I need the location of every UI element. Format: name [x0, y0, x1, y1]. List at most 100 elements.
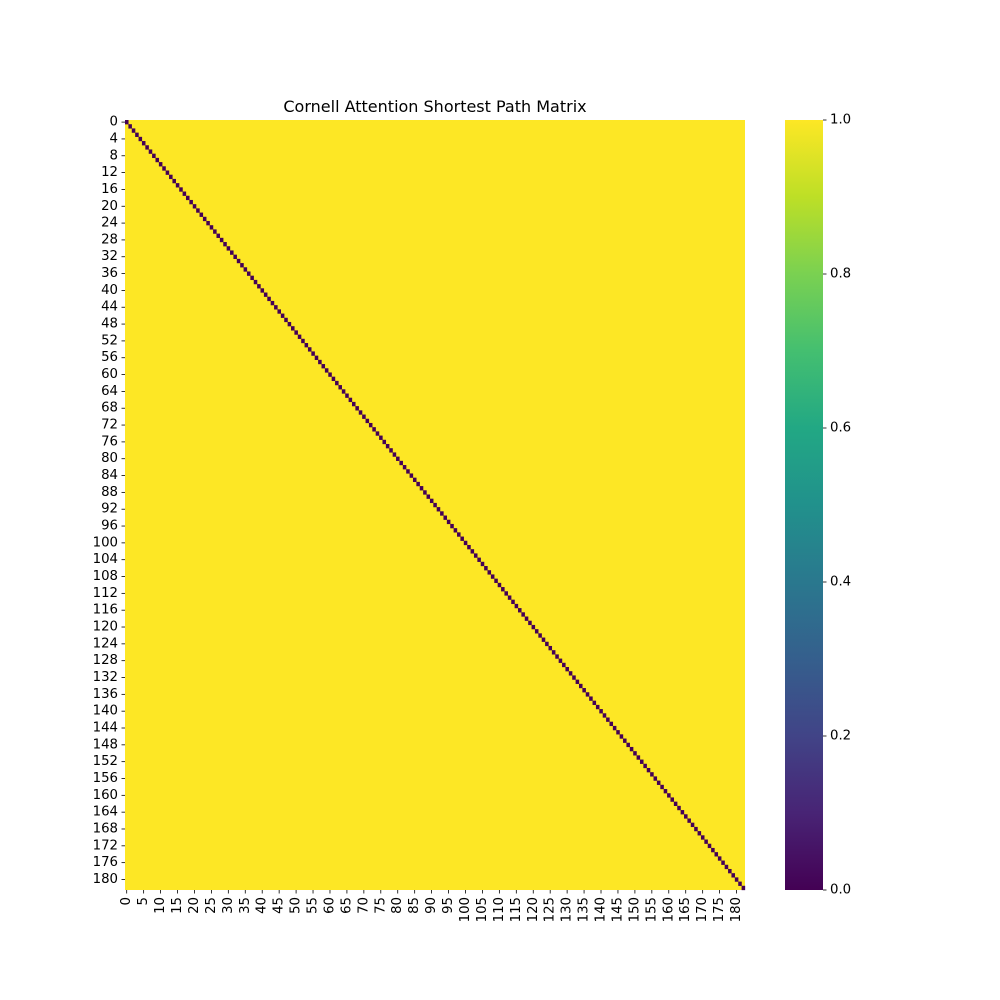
heatmap-cell-diagonal — [694, 827, 698, 831]
heatmap-cell-diagonal — [386, 444, 390, 448]
x-tick-label: 130 — [560, 897, 575, 922]
heatmap-cell-diagonal — [477, 558, 481, 562]
heatmap-cell-diagonal — [291, 326, 295, 330]
heatmap-cell-diagonal — [369, 423, 373, 427]
x-tick-label: 60 — [322, 897, 337, 914]
heatmap-cell-diagonal — [525, 617, 529, 621]
heatmap-cell-diagonal — [271, 301, 275, 305]
heatmap-cell-diagonal — [437, 507, 441, 511]
x-tick-label: 160 — [661, 897, 676, 922]
x-tick-label: 80 — [390, 897, 405, 914]
heatmap-cell-diagonal — [698, 831, 702, 835]
heatmap-cell-diagonal — [345, 393, 349, 397]
heatmap-cell-diagonal — [450, 524, 454, 528]
heatmap-cell-diagonal — [288, 322, 292, 326]
heatmap-cell-diagonal — [626, 743, 630, 747]
heatmap-cell-diagonal — [430, 499, 434, 503]
colorbar-tick-label: 0.4 — [830, 575, 851, 590]
heatmap-cell-diagonal — [447, 520, 451, 524]
chart-title: Cornell Attention Shortest Path Matrix — [283, 97, 586, 116]
heatmap-cell-diagonal — [518, 608, 522, 612]
heatmap-cell-diagonal — [179, 187, 183, 191]
heatmap-cell-diagonal — [491, 574, 495, 578]
heatmap-cell-diagonal — [535, 629, 539, 633]
heatmap-cell-diagonal — [420, 486, 424, 490]
y-tick-label: 156 — [93, 771, 118, 786]
y-tick-label: 112 — [93, 586, 118, 601]
heatmap-cell-diagonal — [166, 170, 170, 174]
heatmap-cell-diagonal — [172, 179, 176, 183]
heatmap-cell-diagonal — [654, 776, 658, 780]
colorbar-tick-label: 0.2 — [830, 729, 851, 744]
x-tick-label: 35 — [238, 897, 253, 914]
x-tick-label: 20 — [187, 897, 202, 914]
heatmap-cell-diagonal — [620, 734, 624, 738]
heatmap-cell-diagonal — [643, 764, 647, 768]
heatmap-cell-diagonal — [433, 503, 437, 507]
heatmap-cell-diagonal — [721, 861, 725, 865]
x-tick-label: 125 — [543, 897, 558, 922]
heatmap-cell-diagonal — [704, 840, 708, 844]
heatmap-cell-diagonal — [308, 347, 312, 351]
heatmap-cell-diagonal — [593, 701, 597, 705]
heatmap-cell-diagonal — [735, 877, 739, 881]
heatmap-cell-diagonal — [630, 747, 634, 751]
x-tick-label: 145 — [610, 897, 625, 922]
heatmap-cell-diagonal — [196, 208, 200, 212]
heatmap-cell-diagonal — [508, 595, 512, 599]
x-axis: 0 5 10 15 20 25 30 35 40 45 50 55 60 65 70 75 80 85 90 95 10… — [119, 890, 744, 922]
y-tick-label: 168 — [93, 821, 118, 836]
heatmap-cell-diagonal — [691, 823, 695, 827]
heatmap-cell-diagonal — [359, 410, 363, 414]
heatmap-cell-diagonal — [711, 848, 715, 852]
x-tick-label: 120 — [526, 897, 541, 922]
heatmap-cell-diagonal — [701, 835, 705, 839]
heatmap-cell-diagonal — [511, 600, 515, 604]
x-tick-label: 65 — [339, 897, 354, 914]
y-tick-label: 4 — [110, 131, 118, 146]
heatmap-cell-diagonal — [460, 537, 464, 541]
y-tick-label: 36 — [101, 266, 118, 281]
heatmap-cell-diagonal — [667, 793, 671, 797]
y-axis: 0481216202428323640444852566064687276808… — [93, 115, 125, 887]
heatmap-cell-diagonal — [267, 297, 271, 301]
heatmap-cell-diagonal — [616, 730, 620, 734]
heatmap-cell-diagonal — [261, 288, 265, 292]
x-tick-label: 50 — [289, 897, 304, 914]
heatmap-cell-diagonal — [538, 633, 542, 637]
y-tick-label: 164 — [93, 805, 118, 820]
heatmap-cell-diagonal — [155, 158, 159, 162]
heatmap-cell-diagonal — [599, 709, 603, 713]
heatmap-cell-diagonal — [440, 511, 444, 515]
x-tick-label: 45 — [272, 897, 287, 914]
x-tick-label: 150 — [627, 897, 642, 922]
heatmap-cell-diagonal — [396, 457, 400, 461]
x-tick-label: 25 — [204, 897, 219, 914]
heatmap-cell-diagonal — [454, 528, 458, 532]
heatmap-cell-diagonal — [640, 760, 644, 764]
y-tick-label: 68 — [101, 401, 118, 416]
heatmap-cell-diagonal — [623, 739, 627, 743]
colorbar-tick-label: 1.0 — [830, 113, 851, 128]
heatmap-cell-diagonal — [311, 351, 315, 355]
heatmap-cell-diagonal — [210, 225, 214, 229]
x-tick-label: 70 — [356, 897, 371, 914]
heatmap-cell-diagonal — [728, 869, 732, 873]
x-tick-label: 30 — [221, 897, 236, 914]
heatmap-cell-diagonal — [464, 541, 468, 545]
heatmap-cell-diagonal — [416, 482, 420, 486]
heatmap-cell-diagonal — [559, 659, 563, 663]
heatmap-cell-diagonal — [457, 532, 461, 536]
colorbar-axis: 0.00.20.40.60.81.0 — [823, 113, 851, 898]
x-tick-label: 75 — [373, 897, 388, 914]
heatmap-cell-diagonal — [603, 713, 607, 717]
heatmap-cell-diagonal — [254, 280, 258, 284]
heatmap-cell-diagonal — [169, 175, 173, 179]
y-tick-label: 100 — [93, 535, 118, 550]
heatmap-cell-diagonal — [349, 398, 353, 402]
heatmap-cell-diagonal — [515, 604, 519, 608]
heatmap-cell-diagonal — [657, 781, 661, 785]
heatmap-cell-diagonal — [186, 196, 190, 200]
heatmap-cell-diagonal — [257, 284, 261, 288]
